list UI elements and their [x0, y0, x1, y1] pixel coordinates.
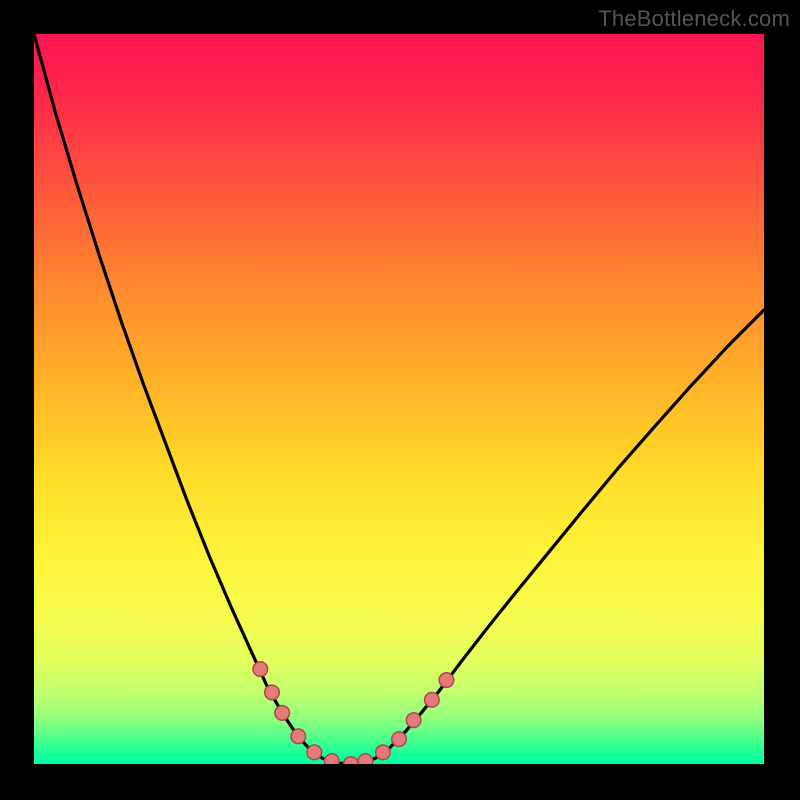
- data-marker: [392, 732, 407, 747]
- attribution-text: TheBottleneck.com: [598, 6, 790, 32]
- chart-curves: [34, 34, 764, 764]
- data-marker: [253, 662, 268, 677]
- data-marker: [376, 745, 391, 760]
- plot-area: [34, 34, 764, 764]
- curve-right: [348, 310, 764, 764]
- data-marker: [425, 692, 440, 707]
- data-marker: [439, 673, 454, 688]
- data-marker: [265, 685, 280, 700]
- data-marker: [275, 706, 290, 721]
- data-marker: [406, 713, 421, 728]
- data-marker: [291, 729, 306, 744]
- data-marker: [325, 754, 340, 764]
- data-marker: [358, 754, 373, 764]
- data-marker: [344, 757, 359, 764]
- curve-left: [34, 34, 348, 764]
- data-marker: [307, 745, 322, 760]
- chart-canvas: TheBottleneck.com: [0, 0, 800, 800]
